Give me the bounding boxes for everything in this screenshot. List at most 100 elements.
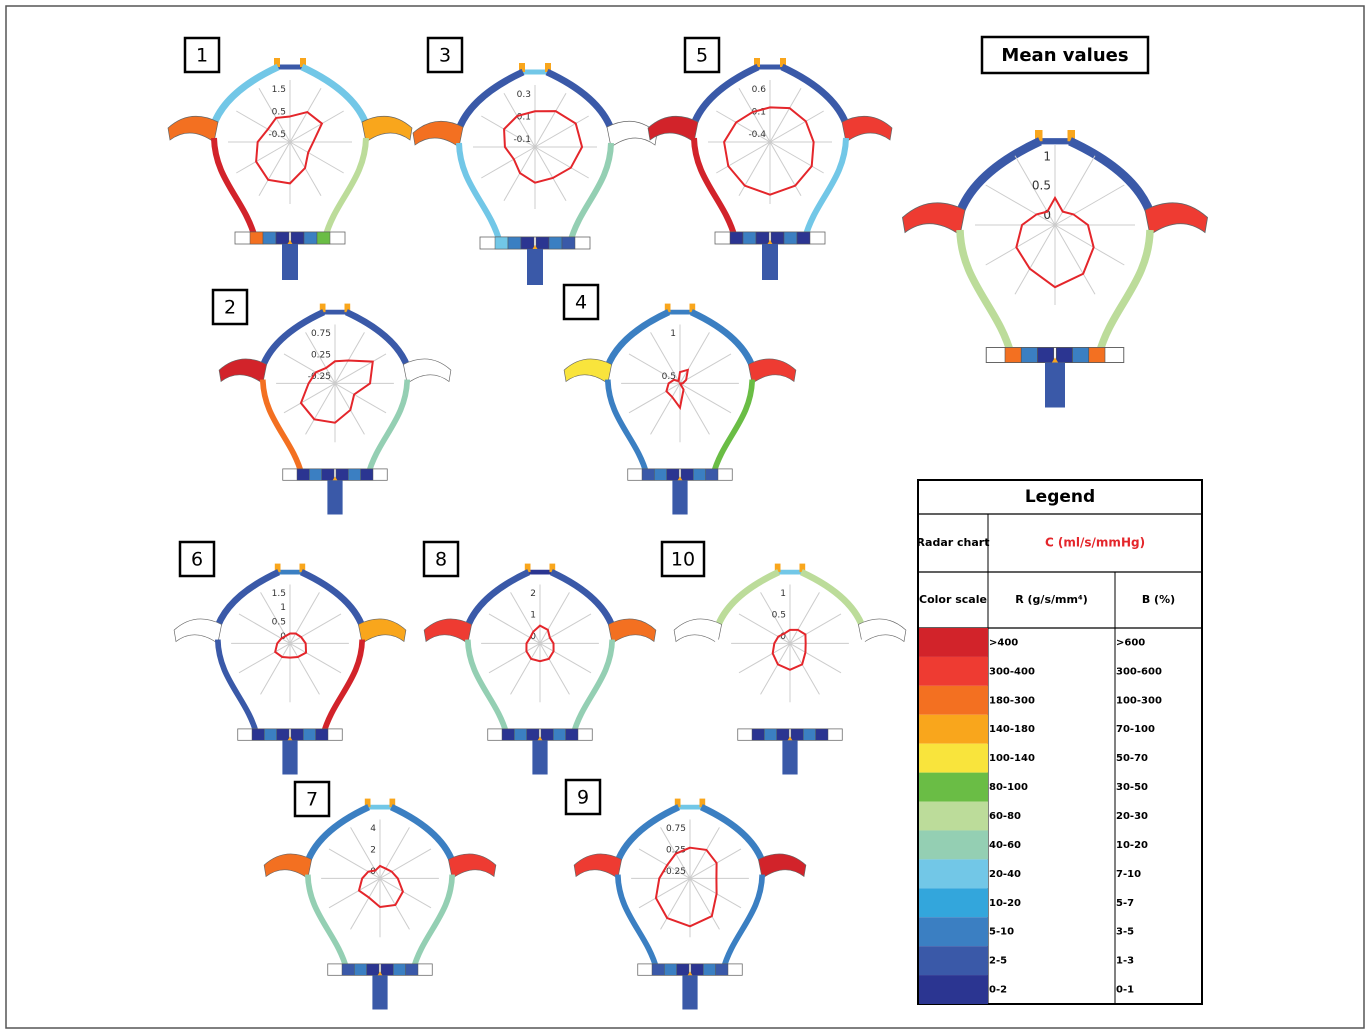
vessel-wing: [674, 619, 722, 643]
vessel-wing: [564, 359, 612, 383]
vessel-wing: [174, 619, 222, 643]
vessel-wing: [403, 359, 451, 383]
vessel-arm: [718, 640, 757, 735]
vessel-stem: [532, 740, 547, 774]
legend-range: 10-20: [1116, 840, 1148, 851]
radar-spoke: [540, 592, 569, 643]
radar-spoke: [290, 643, 319, 694]
radar-spoke: [236, 142, 290, 173]
vessel-block: [309, 469, 321, 480]
legend-swatch: [919, 715, 988, 744]
radar-spoke: [680, 383, 731, 412]
vessel-block: [756, 232, 769, 244]
legend-swatch: [919, 773, 988, 802]
legend-range: 100-300: [1116, 695, 1162, 706]
vessel-wing: [842, 116, 892, 142]
vessel-stem: [762, 244, 778, 280]
radar-tick-label: 0.5: [272, 617, 286, 627]
legend-range: 1-3: [1116, 956, 1134, 967]
vessel-arm: [468, 640, 507, 735]
legend-range: 20-40: [989, 869, 1021, 880]
vessel-block: [797, 232, 810, 244]
radar-tick-label: 0.75: [666, 824, 686, 834]
vessel-wing: [748, 359, 796, 383]
vessel-arm: [214, 138, 255, 238]
radar-spoke: [335, 354, 386, 383]
vessel-stem: [682, 975, 697, 1009]
radar-spoke: [770, 142, 824, 173]
legend-swatch: [919, 802, 988, 831]
vessel-block: [367, 964, 379, 975]
vessel-block: [495, 237, 508, 249]
radar-tick-label: -0.1: [513, 135, 531, 145]
radar-tick-label: 0.25: [311, 350, 331, 360]
legend-cell: Radar chart: [917, 536, 990, 549]
vessel-stem: [372, 975, 387, 1009]
vessel-arm: [618, 875, 657, 970]
vessel-stem: [527, 249, 543, 285]
panel-label: 9: [577, 787, 589, 809]
radar-spoke: [535, 93, 566, 147]
vessel-block: [677, 964, 689, 975]
vessel-block: [541, 729, 553, 740]
radar-tick-label: -0.4: [748, 130, 766, 140]
vessel-block: [654, 469, 666, 480]
vessel-wing: [448, 854, 496, 878]
vessel-arm: [958, 141, 1041, 220]
vessel-wing: [362, 116, 412, 142]
vessel-arm: [960, 230, 1011, 355]
vessel-arm: [547, 72, 613, 135]
vessel-block: [764, 729, 776, 740]
vessel-arm: [457, 72, 523, 135]
vessel-block: [681, 469, 693, 480]
vessel-arm: [459, 143, 500, 243]
radar-spoke: [790, 614, 841, 643]
radar-tick-label: 0.5: [1032, 179, 1051, 193]
vessel-arm: [723, 875, 762, 970]
legend-cell: C (ml/s/mmHg): [1045, 536, 1145, 550]
vessel-arm: [716, 572, 779, 632]
vessel-wing: [358, 619, 406, 643]
radar-tick-label: 1.5: [272, 589, 286, 599]
legend-range: 70-100: [1116, 724, 1155, 735]
vessel-arm: [823, 640, 862, 735]
vessel-arm: [1099, 230, 1150, 355]
vessel-block: [508, 237, 521, 249]
legend-range: 50-70: [1116, 753, 1148, 764]
vessel-block: [642, 469, 654, 480]
vessel-block: [549, 237, 562, 249]
radar-tick-label: 1: [780, 589, 786, 599]
legend-range: 300-600: [1116, 666, 1162, 677]
vessel-block: [406, 964, 418, 975]
vessel-block: [361, 469, 373, 480]
legend-range: 3-5: [1116, 927, 1134, 938]
radar-spoke: [770, 111, 824, 142]
vessel-block: [1056, 348, 1072, 363]
vessel-arm: [302, 67, 368, 130]
legend-swatch: [919, 657, 988, 686]
panel-label: 2: [224, 297, 236, 319]
radar-tick-label: 0.3: [517, 90, 531, 100]
vessel-block: [297, 469, 309, 480]
radar-spoke: [489, 643, 540, 672]
vessel-wing: [168, 116, 218, 142]
radar-spoke: [540, 643, 569, 694]
vessel-block: [527, 729, 539, 740]
vessel-wing: [574, 854, 622, 878]
legend-swatch: [919, 975, 988, 1004]
vessel-arm: [608, 380, 647, 475]
vessel-block: [348, 469, 360, 480]
vessel-arm: [368, 380, 407, 475]
radar-spoke: [290, 643, 341, 672]
legend-range: 180-300: [989, 695, 1035, 706]
radar-tick-label: 1: [280, 603, 286, 613]
vessel-block: [703, 964, 715, 975]
vessel-block: [553, 729, 565, 740]
vessel-block: [521, 237, 534, 249]
radar-line: [724, 107, 814, 194]
vessel-block: [562, 237, 575, 249]
vessel-block: [664, 964, 676, 975]
vessel-block: [393, 964, 405, 975]
legend-range: 0-1: [1116, 985, 1134, 996]
vessel-stem: [282, 244, 298, 280]
